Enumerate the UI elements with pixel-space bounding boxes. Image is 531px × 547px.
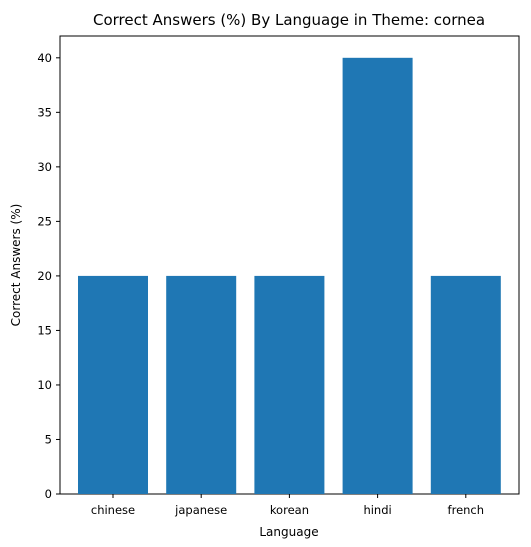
y-tick-label: 30	[37, 160, 52, 174]
y-tick-label: 40	[37, 51, 52, 65]
y-tick-label: 25	[37, 214, 52, 228]
y-tick-label: 35	[37, 105, 52, 119]
x-tick-label: japanese	[174, 503, 227, 517]
bars-group	[78, 57, 501, 495]
y-tick-label: 15	[37, 323, 52, 337]
y-tick-label: 5	[45, 432, 52, 446]
y-tick-label: 20	[37, 269, 52, 283]
y-tick-label: 0	[45, 487, 52, 501]
x-axis-label: Language	[259, 525, 318, 539]
x-tick-label: korean	[270, 503, 309, 517]
chart-title: Correct Answers (%) By Language in Theme…	[93, 11, 485, 29]
x-tick-label: french	[448, 503, 485, 517]
bar-hindi	[342, 57, 413, 495]
x-tick-label: chinese	[91, 503, 135, 517]
y-axis-ticks: 0 5 10 15 20 25 30 35 40	[37, 51, 60, 501]
y-tick-label: 10	[37, 378, 52, 392]
bar-korean	[254, 275, 325, 494]
x-axis-ticks: chinese japanese korean hindi french	[91, 494, 484, 517]
y-axis-label: Correct Answers (%)	[9, 204, 23, 327]
bar-french	[430, 275, 501, 494]
x-tick-label: hindi	[363, 503, 391, 517]
bar-japanese	[166, 275, 237, 494]
bar-chinese	[78, 275, 148, 494]
